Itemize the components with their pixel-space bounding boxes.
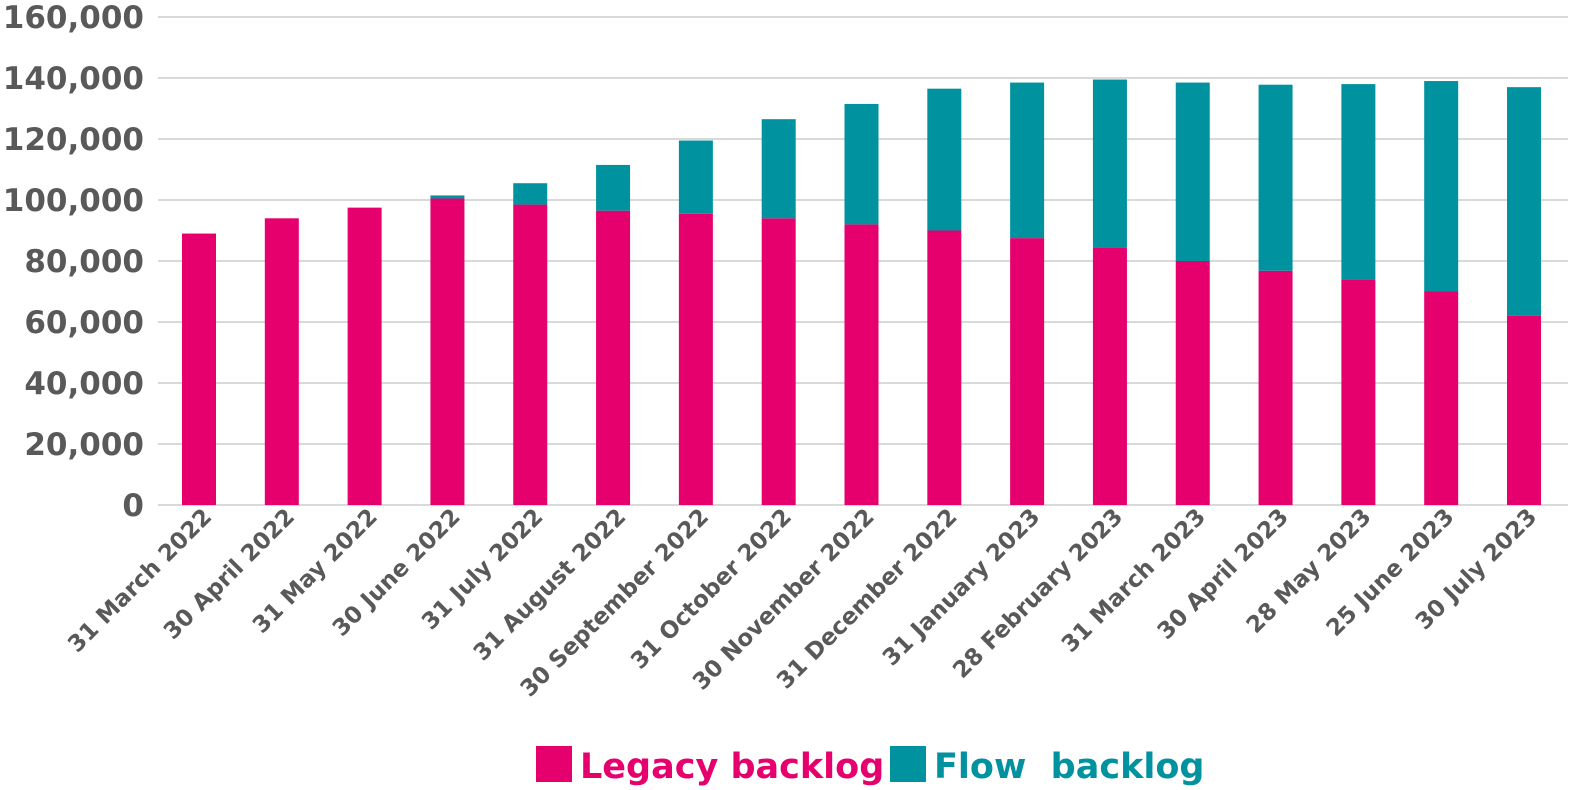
bar-legacy-backlog [1507,315,1541,505]
bar-legacy-backlog [761,218,796,506]
bar-flow-backlog [678,140,713,214]
x-tick-label: 31 August 2022 [469,504,631,666]
y-tick-label: 120,000 [3,122,144,158]
x-tick-label: 28 February 2023 [948,504,1128,684]
y-tick-label: 60,000 [24,305,144,341]
bar-legacy-backlog [596,210,631,506]
y-tick-label: 160,000 [3,0,144,36]
bar-legacy-backlog [927,230,962,505]
legend-item-flow: Flow backlog [890,746,1204,787]
y-axis-ticks: 0 20,000 40,000 60,000 80,000 100,000 120,000 1… [3,0,144,524]
legend-item-legacy: Legacy backlog [536,746,884,787]
bar-flow-backlog [1258,84,1293,271]
bar-legacy-backlog [513,204,548,505]
bar-flow-backlog [1424,81,1459,292]
legend-swatch-legacy [536,746,572,782]
x-tick-label: 31 January 2023 [878,504,1045,671]
y-tick-label: 80,000 [24,244,144,280]
bar-legacy-backlog [347,207,382,505]
bar-flow-backlog [1175,82,1210,261]
bar-legacy-backlog [430,198,465,505]
bar-flow-backlog [1341,84,1376,280]
bar-flow-backlog [1092,79,1127,248]
bar-flow-backlog [927,88,962,231]
x-tick-label: 31 March 2022 [63,504,217,658]
bar-flow-backlog [1507,87,1541,316]
y-tick-label: 20,000 [24,427,144,463]
legend-label-legacy: Legacy backlog [580,747,884,787]
bar-flow-backlog [596,164,631,211]
bar-flow-backlog [761,119,796,219]
y-tick-label: 100,000 [3,183,144,219]
bar-legacy-backlog [182,233,216,506]
legend: Legacy backlog Flow backlog [536,746,1204,787]
bar-legacy-backlog [1010,238,1045,505]
x-tick-label: 31 October 2022 [626,504,797,675]
bar-legacy-backlog [678,213,713,505]
y-tick-label: 40,000 [24,366,144,402]
bar-legacy-backlog [844,224,879,505]
bar-legacy-backlog [1424,291,1459,505]
bar-legacy-backlog [1258,270,1293,505]
bars [182,79,1541,506]
bar-legacy-backlog [1092,247,1127,505]
bar-flow-backlog [844,103,879,225]
legend-swatch-flow [890,746,926,782]
y-tick-label: 0 [122,488,144,524]
bar-flow-backlog [513,183,548,205]
bar-legacy-backlog [1175,261,1210,505]
x-tick-label: 31 March 2023 [1057,504,1211,658]
legend-label-flow: Flow backlog [934,747,1204,787]
bar-legacy-backlog [264,218,299,506]
y-tick-label: 140,000 [3,61,144,97]
bar-legacy-backlog [1341,279,1376,505]
bar-flow-backlog [1010,82,1045,239]
bar-flow-backlog [430,195,465,199]
